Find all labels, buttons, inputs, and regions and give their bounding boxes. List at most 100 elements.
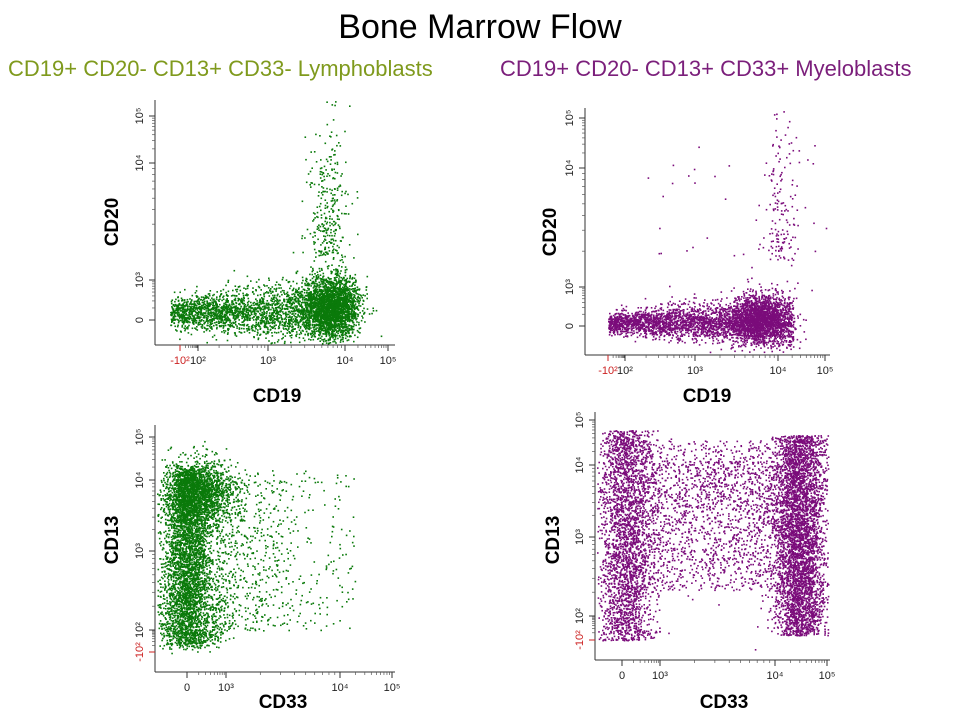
- scatter-point: [198, 323, 201, 326]
- scatter-point: [291, 302, 294, 305]
- scatter-point: [273, 311, 276, 314]
- scatter-point: [310, 285, 312, 287]
- scatter-point: [303, 301, 306, 304]
- scatter-point: [313, 316, 315, 319]
- scatter-point: [319, 337, 322, 339]
- scatter-point: [380, 335, 383, 338]
- scatter-point: [270, 315, 273, 318]
- scatter-point: [219, 309, 221, 311]
- scatter-point: [246, 275, 249, 278]
- y-tick-label: 10³: [134, 272, 146, 288]
- scatter-point: [330, 156, 332, 158]
- scatter-point: [262, 308, 265, 311]
- scatter-point: [229, 323, 232, 326]
- scatter-point: [254, 312, 256, 315]
- scatter-point: [325, 330, 327, 333]
- scatter-point: [313, 276, 315, 278]
- scatter-point: [328, 234, 331, 237]
- scatter-point: [257, 323, 259, 325]
- scatter-point: [263, 302, 265, 305]
- scatter-point: [308, 303, 311, 306]
- scatter-point: [222, 305, 225, 307]
- scatter-point: [317, 318, 320, 321]
- scatter-point: [218, 325, 221, 327]
- scatter-point: [257, 318, 260, 320]
- scatter-point: [305, 321, 308, 324]
- scatter-point: [255, 298, 257, 301]
- scatter-point: [222, 310, 224, 312]
- scatter-point: [214, 306, 217, 309]
- scatter-point: [347, 320, 349, 322]
- scatter-point: [266, 317, 269, 320]
- scatter-point: [342, 323, 345, 325]
- scatter-point: [323, 279, 325, 281]
- scatter-point: [221, 324, 223, 327]
- scatter-point: [259, 307, 262, 310]
- scatter-point: [183, 305, 186, 307]
- scatter-point: [238, 298, 241, 300]
- scatter-point: [192, 306, 195, 309]
- scatter-point: [309, 295, 312, 297]
- scatter-point: [191, 294, 194, 297]
- scatter-point: [338, 274, 340, 277]
- scatter-point: [253, 311, 256, 313]
- scatter-point: [283, 342, 286, 345]
- scatter-point: [208, 330, 211, 332]
- scatter-point: [331, 264, 333, 266]
- scatter-point: [246, 304, 249, 307]
- scatter-point: [178, 315, 181, 317]
- scatter-point: [295, 288, 297, 291]
- scatter-point: [286, 329, 289, 332]
- scatter-point: [299, 291, 301, 293]
- scatter-point: [262, 330, 265, 333]
- scatter-point: [180, 314, 182, 317]
- scatter-point: [314, 292, 317, 295]
- scatter-point: [234, 306, 236, 308]
- scatter-point: [260, 317, 263, 320]
- scatter-point: [298, 329, 301, 331]
- scatter-point: [210, 319, 212, 322]
- scatter-point: [347, 326, 349, 328]
- scatter-point: [294, 293, 296, 296]
- scatter-point: [335, 320, 338, 323]
- scatter-point: [182, 313, 185, 316]
- scatter-point: [309, 273, 311, 276]
- scatter-point: [269, 325, 271, 327]
- scatter-point: [227, 332, 229, 334]
- scatter-point: [256, 331, 259, 334]
- scatter-point: [338, 265, 340, 267]
- scatter-point: [291, 298, 293, 300]
- scatter-point: [207, 328, 209, 330]
- scatter-point: [346, 277, 349, 280]
- scatter-point: [290, 304, 293, 307]
- scatter-point: [342, 301, 344, 303]
- scatter-point: [329, 326, 332, 329]
- scatter-point: [194, 304, 196, 307]
- scatter-point: [259, 319, 262, 322]
- scatter-point: [343, 325, 346, 328]
- scatter-point: [241, 317, 243, 320]
- scatter-point: [358, 293, 360, 296]
- scatter-point: [346, 339, 349, 342]
- scatter-point: [268, 295, 271, 297]
- scatter-point: [271, 335, 274, 337]
- scatter-point: [306, 306, 308, 308]
- scatter-point: [219, 317, 222, 319]
- scatter-point: [333, 326, 336, 329]
- scatter-point: [246, 319, 248, 321]
- scatter-point: [305, 323, 308, 326]
- scatter-point: [261, 313, 263, 316]
- scatter-point: [332, 224, 335, 227]
- scatter-point: [290, 307, 293, 309]
- scatter-point: [210, 326, 213, 328]
- scatter-point: [171, 321, 173, 323]
- scatter-point: [260, 319, 263, 322]
- scatter-point: [351, 314, 354, 316]
- scatter-point: [299, 320, 301, 323]
- scatter-point: [329, 218, 331, 220]
- scatter-point: [273, 317, 276, 320]
- scatter-point: [317, 312, 319, 315]
- scatter-point: [327, 286, 330, 288]
- scatter-point: [216, 291, 218, 293]
- scatter-point: [282, 324, 285, 327]
